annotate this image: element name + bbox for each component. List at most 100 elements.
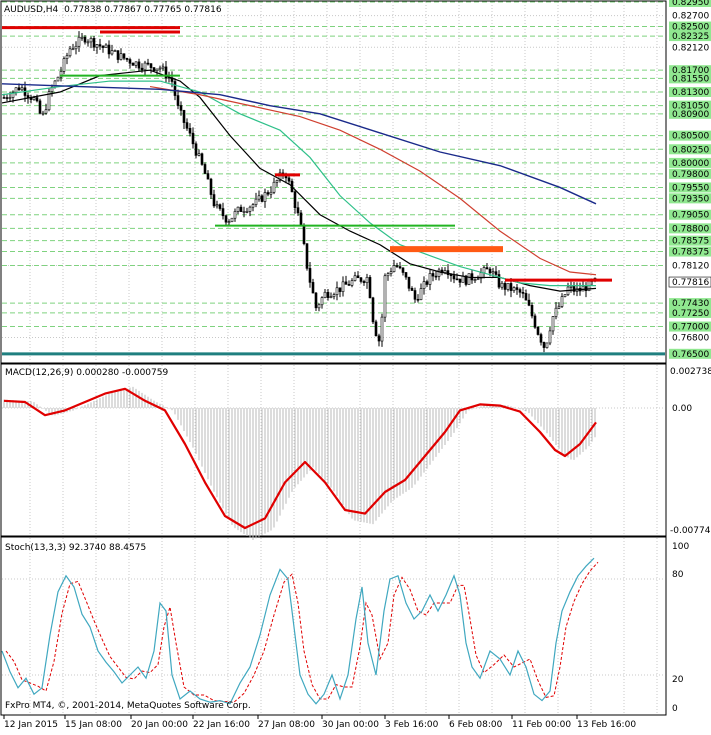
candle-body <box>260 195 264 202</box>
macd-indicator <box>2 386 665 540</box>
candle-body <box>398 266 402 269</box>
price-label-highlight <box>669 209 711 220</box>
price-label-highlight <box>669 65 711 76</box>
price-label-highlight <box>669 31 711 42</box>
candle-body <box>254 198 258 205</box>
candle-body <box>488 268 492 274</box>
candle-body <box>245 211 249 213</box>
price-label-highlight <box>669 307 711 318</box>
candle-body <box>533 315 537 328</box>
candle-body <box>563 294 567 297</box>
candle-body <box>491 271 495 274</box>
candle-body <box>128 59 132 64</box>
candle-body <box>437 269 441 277</box>
candle-body <box>14 87 18 93</box>
price-axis-label: 0.79550 <box>672 183 709 193</box>
time-axis-label: 6 Feb 08:00 <box>449 720 503 730</box>
candle-body <box>416 299 420 301</box>
candle-body <box>317 304 321 309</box>
candle-body <box>569 286 573 288</box>
candle-body <box>521 292 525 294</box>
candle-body <box>332 294 336 297</box>
candle-body <box>179 105 183 111</box>
price-axis-label: 0.78375 <box>672 248 709 258</box>
price-axis-label: 0.81550 <box>672 74 709 84</box>
candle-body <box>302 225 306 244</box>
candle-body <box>203 164 207 174</box>
price-label-highlight <box>669 235 711 246</box>
candle-body <box>320 297 324 306</box>
price-label-highlight <box>669 348 711 359</box>
candle-body <box>428 273 432 285</box>
candle-body <box>41 112 45 115</box>
copyright-label: FxPro MT4, ©, 2001-2014, MetaQuotes Soft… <box>5 701 251 711</box>
long-moving-average-line <box>1 83 597 205</box>
candle-body <box>515 287 519 290</box>
stoch-axis-label: 100 <box>672 542 689 552</box>
candle-body <box>20 87 24 91</box>
candle-body <box>164 66 168 79</box>
candle-body <box>362 281 366 283</box>
candle-body <box>347 284 351 286</box>
candle-body <box>326 291 330 298</box>
candle-body <box>422 281 426 289</box>
macd-signal-line <box>3 387 597 530</box>
candle-body <box>311 282 315 294</box>
candle-body <box>146 62 150 65</box>
stoch-label: Stoch(13,3,3) 92.3740 88.4575 <box>5 543 146 553</box>
candle-body <box>293 191 297 208</box>
candle-body <box>140 67 144 71</box>
price-axis-label: 0.77250 <box>672 309 709 319</box>
current-price-box <box>668 276 711 288</box>
candle-body <box>395 265 399 267</box>
price-axis-label: 0.79800 <box>672 170 709 180</box>
candle-body <box>353 275 357 281</box>
price-axis-label: 0.78120 <box>672 261 709 271</box>
time-axis-label: 3 Feb 16:00 <box>385 720 439 730</box>
candle-body <box>545 342 549 348</box>
price-label-highlight <box>669 321 711 332</box>
moving-averages <box>1 69 597 292</box>
candle-body <box>374 321 378 337</box>
candle-body <box>482 267 486 274</box>
candle-body <box>503 282 507 290</box>
price-axis-label: 0.78575 <box>672 237 709 247</box>
candle-body <box>242 211 246 213</box>
candle-body <box>512 287 516 291</box>
candle-body <box>470 273 474 281</box>
symbol-label: AUDUSD,H4 <box>4 5 59 15</box>
main-price-panel[interactable] <box>0 0 667 364</box>
horizontal-levels <box>2 1 665 356</box>
slow-moving-average-line <box>149 85 597 276</box>
candle-body <box>155 68 159 72</box>
price-label-highlight <box>669 100 711 111</box>
candle-body <box>380 316 384 342</box>
candle-body <box>572 286 576 292</box>
candle-body <box>71 48 75 51</box>
time-axis-label: 30 Jan 00:00 <box>322 720 379 730</box>
candle-body <box>305 243 309 269</box>
candle-body <box>266 192 270 195</box>
candle-body <box>560 296 564 307</box>
candle-body <box>98 44 102 47</box>
price-label-highlight <box>669 87 711 97</box>
candle-body <box>35 97 39 102</box>
candle-body <box>221 208 225 217</box>
price-label-highlight <box>669 298 711 309</box>
candle-body <box>119 53 123 60</box>
candle-body <box>176 95 180 106</box>
candle-body <box>104 44 108 48</box>
price-axis-label: 0.80900 <box>672 110 709 120</box>
price-label-highlight <box>669 223 711 234</box>
candle-body <box>215 204 219 207</box>
stochastic-panel[interactable] <box>0 536 667 716</box>
candle-body <box>278 172 282 181</box>
stoch-main-line <box>1 557 595 705</box>
price-axis-label: 0.82120 <box>672 43 709 53</box>
candle-body <box>95 44 99 48</box>
candle-body <box>110 50 114 55</box>
chart-title: AUDUSD,H4 0.77838 0.77867 0.77765 0.7781… <box>4 5 222 15</box>
candle-body <box>125 57 129 60</box>
